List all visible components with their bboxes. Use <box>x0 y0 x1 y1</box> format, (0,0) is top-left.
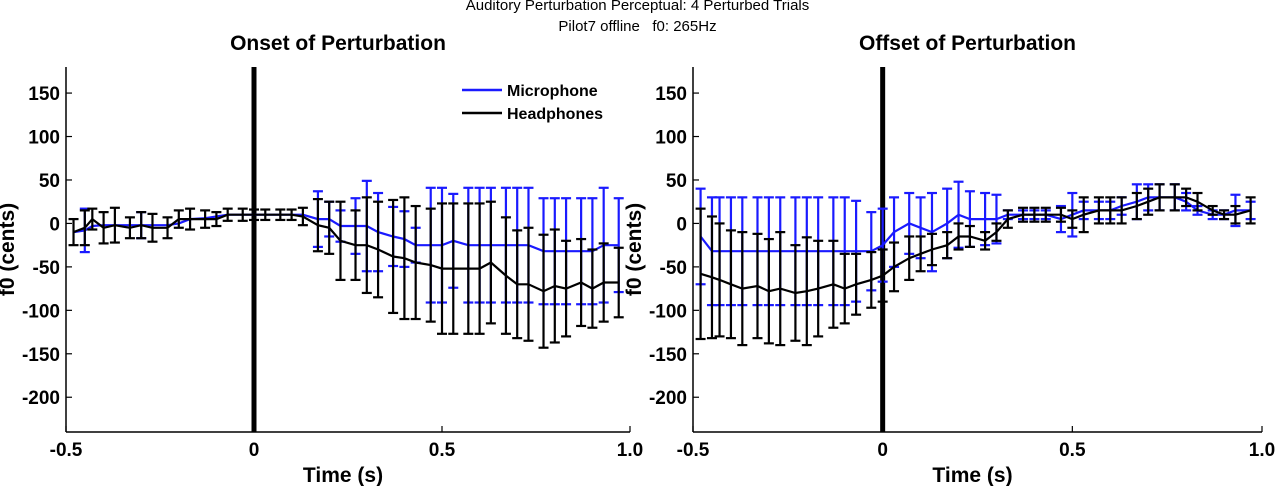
series-line <box>73 213 619 253</box>
y-tick-label: 100 <box>28 128 60 149</box>
series-line <box>73 213 619 293</box>
chart-title: Offset of Perturbation <box>859 32 1076 55</box>
y-tick-label: 100 <box>655 128 687 149</box>
series-headphones <box>68 196 624 349</box>
y-tick-label: 0 <box>676 214 687 235</box>
y-axis-label: f0 (cents) <box>0 203 19 296</box>
chart-panel-2: Offset of Perturbation 150 100 50 0 -50 -100 -1… <box>623 32 1275 486</box>
figure-title: Auditory Perturbation Perceptual: 4 Pert… <box>465 0 810 14</box>
y-tick-label: -150 <box>649 345 687 366</box>
y-tick-label: -100 <box>649 301 687 322</box>
x-tick-label: 0.5 <box>429 440 456 461</box>
y-tick-label: -50 <box>660 258 687 279</box>
series-headphones <box>695 183 1256 347</box>
legend: Microphone Headphones <box>462 83 603 123</box>
x-tick-label: 0.5 <box>1059 440 1086 461</box>
chart-panel-1: Onset of Perturbation 150 100 50 0 -50 -100 -15… <box>0 32 643 486</box>
legend-label: Headphones <box>507 106 603 123</box>
y-tick-label: 150 <box>655 84 687 105</box>
chart-title: Onset of Perturbation <box>230 32 446 55</box>
y-tick-label: -150 <box>22 345 60 366</box>
x-tick-label: -0.5 <box>50 440 83 461</box>
x-tick-label: 1.0 <box>1249 440 1275 461</box>
series-line <box>700 196 1251 295</box>
x-axis-label: Time (s) <box>303 464 383 486</box>
y-tick-label: -200 <box>22 388 60 409</box>
series-line <box>699 196 1251 253</box>
y-tick-label: -100 <box>22 301 60 322</box>
y-tick-label: 50 <box>39 171 60 192</box>
legend-label: Microphone <box>507 83 598 100</box>
x-axis-label: Time (s) <box>932 464 1012 486</box>
y-tick-label: 0 <box>49 214 60 235</box>
y-tick-label: 50 <box>666 171 687 192</box>
y-tick-label: -200 <box>649 388 687 409</box>
y-tick-label: 150 <box>28 84 60 105</box>
y-tick-label: -50 <box>33 258 60 279</box>
x-tick-label: 1.0 <box>617 440 643 461</box>
x-tick-label: 0 <box>249 440 260 461</box>
x-tick-label: -0.5 <box>677 440 710 461</box>
figure-subtitle: Pilot7 offline f0: 265Hz <box>558 18 717 35</box>
x-tick-label: 0 <box>877 440 888 461</box>
y-axis-label: f0 (cents) <box>623 203 646 296</box>
